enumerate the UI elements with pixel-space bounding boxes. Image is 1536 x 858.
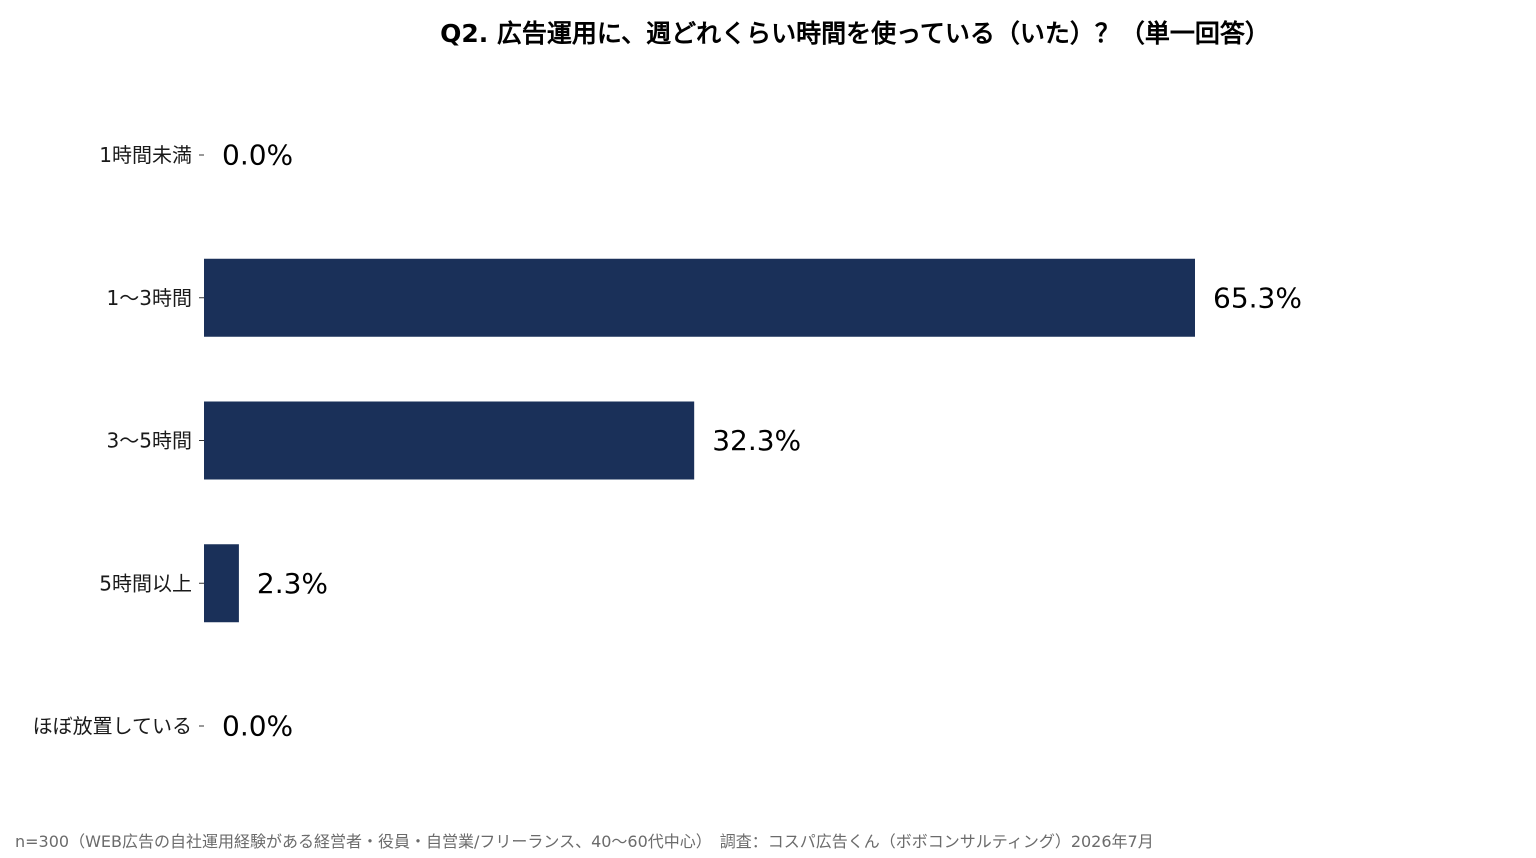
category-label: 3〜5時間 (107, 429, 192, 453)
value-label: 2.3% (257, 567, 328, 600)
value-label: 32.3% (712, 424, 801, 457)
bar (204, 544, 239, 623)
chart-title: Q2. 広告運用に、週どれくらい時間を使っている（いた）？（単一回答） (440, 19, 1270, 48)
bar (204, 401, 695, 480)
value-label: 65.3% (1213, 281, 1302, 314)
category-label: 1〜3時間 (107, 286, 192, 310)
footnote: n=300（WEB広告の自社運用経験がある経営者・役員・自営業/フリーランス、4… (15, 832, 1154, 851)
category-label: ほぼ放置している (33, 714, 192, 738)
bar (204, 258, 1195, 337)
category-label: 1時間未満 (99, 143, 192, 167)
value-label: 0.0% (222, 139, 293, 172)
bars (204, 258, 1195, 623)
value-label: 0.0% (222, 710, 293, 743)
category-label: 5時間以上 (99, 571, 192, 595)
value-labels: 0.0% 65.3% 32.3% 2.3% 0.0% (222, 139, 1302, 743)
